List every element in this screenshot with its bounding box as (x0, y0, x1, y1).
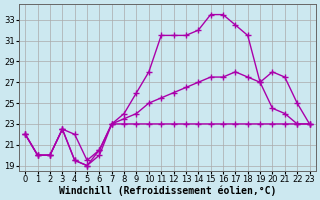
X-axis label: Windchill (Refroidissement éolien,°C): Windchill (Refroidissement éolien,°C) (59, 185, 276, 196)
